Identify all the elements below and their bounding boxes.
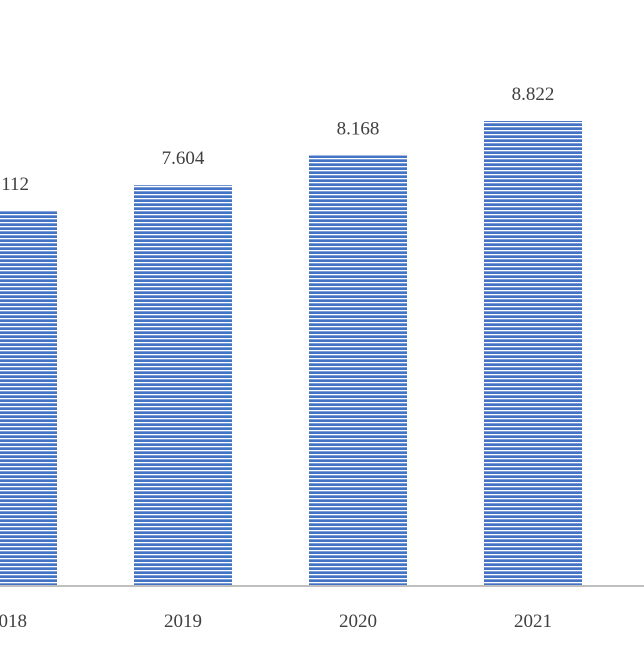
bar-2018 [0,211,57,586]
bar-2021 [484,121,582,586]
bar-2020 [309,155,407,586]
bars-layer [0,121,582,586]
data-label-2018: 7.112 [0,174,29,195]
x-tick-label-2020: 2020 [339,611,377,632]
x-tick-label-2019: 2019 [164,611,202,632]
x-tick-label-2021: 2021 [514,611,552,632]
data-label-2019: 7.604 [162,148,205,169]
bar-2019 [134,185,232,586]
data-label-2020: 8.168 [337,119,380,140]
data-label-2021: 8.822 [512,84,555,105]
